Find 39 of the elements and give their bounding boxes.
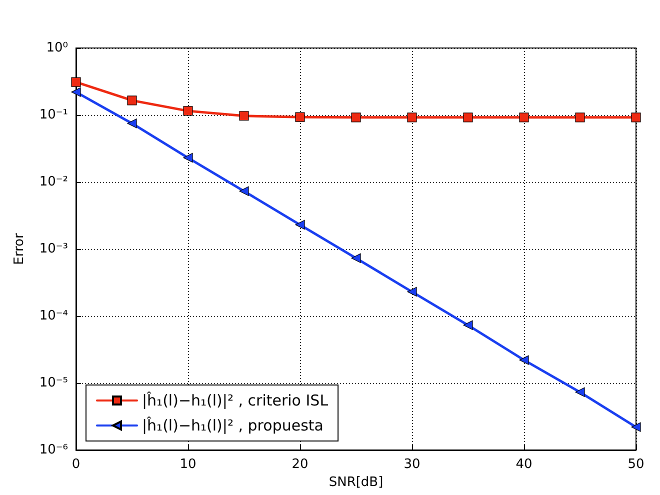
point xyxy=(239,186,249,196)
point xyxy=(239,111,249,121)
y-tick-label: 10⁻⁴ xyxy=(39,308,68,324)
y-tick-label: 10⁻¹ xyxy=(39,108,68,122)
point xyxy=(351,112,361,122)
point xyxy=(575,112,585,122)
point xyxy=(407,286,417,297)
x-tick-label: 20 xyxy=(292,457,308,472)
point xyxy=(351,253,361,263)
point xyxy=(295,220,305,230)
y-tick-label: 10⁻⁶ xyxy=(39,442,68,458)
x-tick-label: 10 xyxy=(180,457,196,472)
point xyxy=(127,118,137,128)
y-tick-label: 10⁻⁵ xyxy=(39,376,68,390)
legend-label: |ĥ₁(l)−h₁(l)|² , criterio ISL xyxy=(142,392,329,410)
x-tick-label: 30 xyxy=(404,457,420,472)
point xyxy=(519,112,529,122)
point xyxy=(183,152,193,163)
point xyxy=(631,112,641,122)
y-axis-title: Error xyxy=(12,232,27,265)
point xyxy=(519,355,529,365)
y-tick-label: 10⁰ xyxy=(46,40,68,56)
point xyxy=(463,112,473,122)
point xyxy=(463,320,473,330)
y-tick-label: 10⁻² xyxy=(39,174,68,190)
x-axis-title: SNR[dB] xyxy=(328,475,384,490)
point xyxy=(183,106,193,116)
legend-label: |ĥ₁(l)−h₁(l)|² , propuesta xyxy=(142,416,324,434)
x-tick-label: 50 xyxy=(628,457,644,472)
point xyxy=(71,87,81,97)
point xyxy=(631,422,641,432)
point xyxy=(407,112,417,122)
x-tick-label: 0 xyxy=(72,457,80,472)
point xyxy=(575,387,585,397)
y-tick-label: 10⁻³ xyxy=(39,242,68,256)
point xyxy=(127,96,137,106)
point xyxy=(71,77,81,87)
x-tick-label: 40 xyxy=(516,457,532,472)
point xyxy=(295,112,305,122)
